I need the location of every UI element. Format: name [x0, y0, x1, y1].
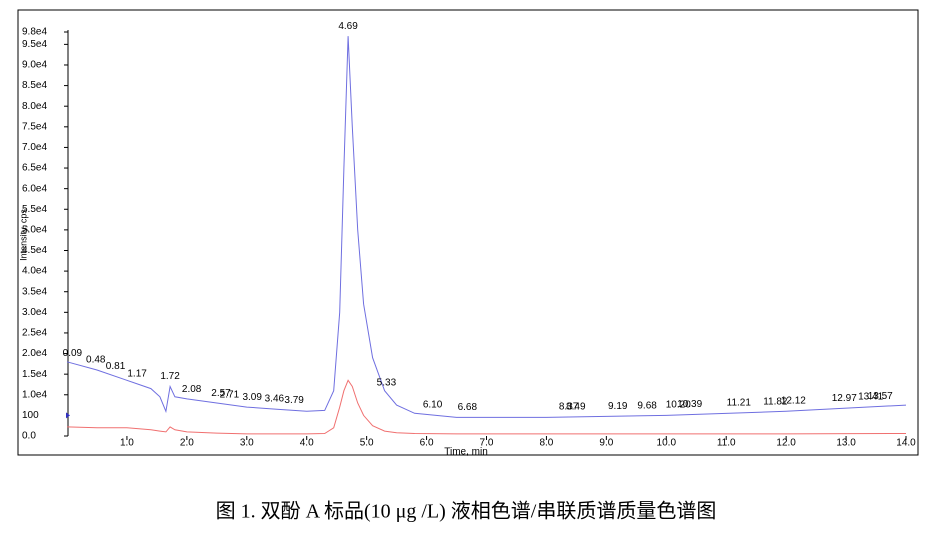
y-tick-label: 2.0e4: [22, 348, 47, 359]
peak-label: 4.69: [338, 21, 358, 32]
y-tick-label: 5.5e4: [22, 204, 47, 215]
peak-label: 2.57: [211, 388, 231, 399]
x-tick-label: 12.0: [776, 438, 796, 449]
x-tick-label: 2.0: [180, 438, 194, 449]
y-tick-label: 2.5e4: [22, 328, 47, 339]
y-tick-label: 0.0: [22, 431, 36, 442]
caption: 图 1. 双酚 A 标品(10 μg /L) 液相色谱/串联质谱质量色谱图: [216, 500, 717, 523]
x-tick-label: 11.0: [717, 438, 736, 449]
x-tick-label: 9.0: [599, 438, 613, 449]
x-tick-label: 13.0: [836, 438, 856, 449]
peak-label: 1.72: [160, 371, 180, 382]
y-tick-label: 1.0e4: [22, 389, 47, 400]
peak-label: 12.97: [832, 393, 857, 404]
y-tick-label: 7.5e4: [22, 121, 47, 132]
peak-label: 11.82: [763, 396, 788, 407]
y-tick-label: 3.5e4: [22, 286, 47, 297]
peak-label: 13.41: [858, 392, 883, 403]
peak-label: 9.68: [637, 400, 657, 411]
x-axis-label: Time, min: [444, 447, 488, 458]
x-tick-label: 6.0: [420, 438, 434, 449]
y-tick-label: 5.0e4: [22, 225, 47, 236]
peak-label: 10.20: [666, 400, 691, 411]
y-tick-label: 3.0e4: [22, 307, 47, 318]
x-tick-label: 7.0: [480, 438, 494, 449]
y-tick-label: 8.0e4: [22, 101, 47, 112]
x-tick-label: 5.0: [360, 438, 374, 449]
peak-label: 3.46: [265, 394, 285, 405]
reference-marker: [66, 412, 70, 419]
peak-label: 3.09: [242, 392, 262, 403]
y-tick-label: 7.0e4: [22, 142, 47, 153]
x-tick-label: 4.0: [300, 438, 314, 449]
peak-label: 5.33: [377, 377, 397, 388]
reference-label: 100: [22, 410, 39, 421]
peak-label: 8.49: [566, 402, 586, 413]
peak-label: 8.37: [559, 402, 579, 413]
y-tick-label: 8.5e4: [22, 80, 47, 91]
peak-label: 0.81: [106, 361, 126, 372]
peak-label: 2.71: [220, 389, 240, 400]
peak-label: 12.12: [781, 396, 806, 407]
peak-label: 3.79: [284, 395, 304, 406]
x-tick-label: 14.0: [896, 438, 916, 449]
y-tick-label: 4.5e4: [22, 245, 47, 256]
series-line: [66, 36, 907, 418]
x-tick-label: 8.0: [539, 438, 553, 449]
y-tick-label: 1.5e4: [22, 369, 47, 380]
peak-label: 6.10: [423, 400, 443, 411]
series-line: [66, 379, 907, 435]
peak-label: 11.21: [727, 398, 752, 409]
peak-label: 10.39: [677, 399, 702, 410]
peak-label: 2.08: [182, 384, 202, 395]
y-tick-label: 9.5e4: [22, 39, 47, 50]
x-tick-label: 10.0: [657, 438, 677, 449]
y-tick-label: 6.5e4: [22, 163, 47, 174]
x-tick-label: 3.0: [240, 438, 254, 449]
peak-label: 13.57: [868, 391, 893, 402]
peak-label: 0.09: [63, 348, 83, 359]
y-tick-label: 9.0e4: [22, 60, 47, 71]
y-tick-label: 4.0e4: [22, 266, 47, 277]
peak-label: 1.17: [127, 368, 147, 379]
x-tick-label: 1.0: [120, 438, 134, 449]
peak-label: 9.19: [608, 401, 628, 412]
peak-label: 0.48: [86, 354, 106, 365]
y-tick-label: 9.8e4: [22, 27, 47, 38]
y-axis-label: Intensity, cps: [18, 209, 28, 261]
peak-label: 6.68: [458, 402, 478, 413]
frame: [17, 9, 919, 456]
y-tick-label: 6.0e4: [22, 183, 47, 194]
